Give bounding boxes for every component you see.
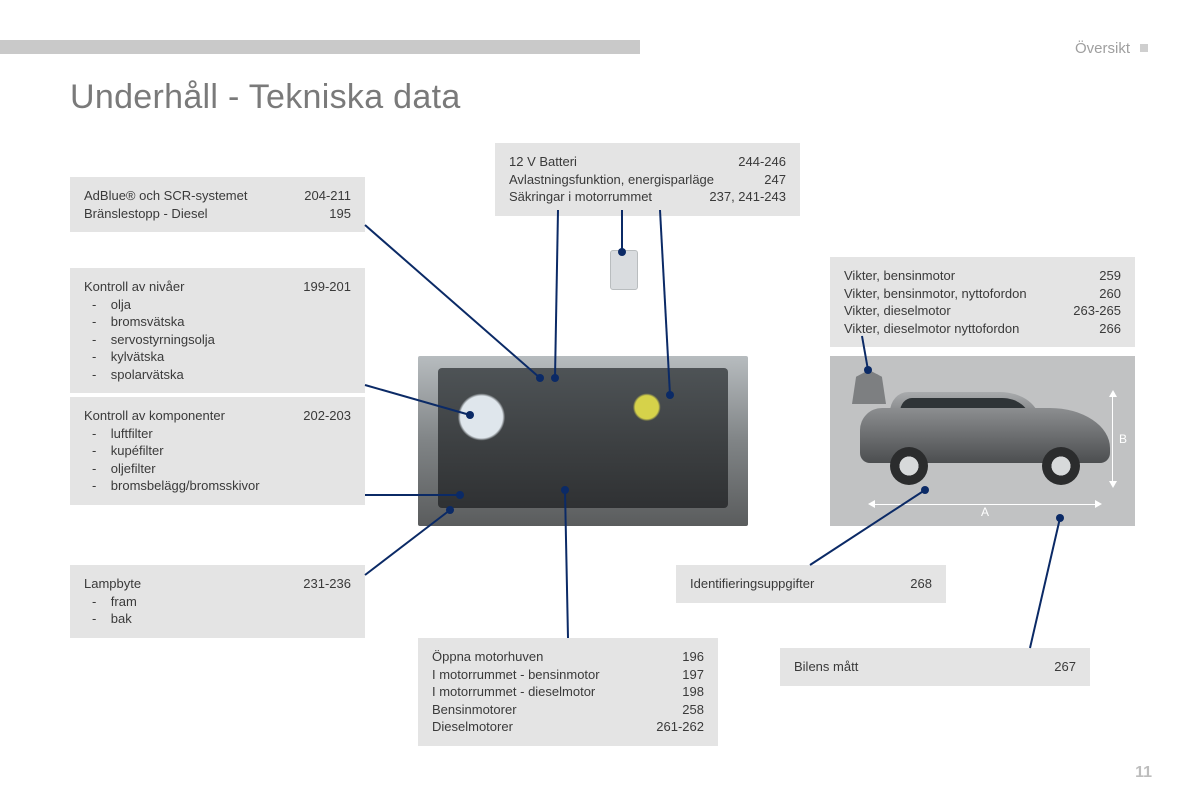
pages: 263-265 bbox=[1065, 302, 1121, 320]
pages: 261-262 bbox=[648, 718, 704, 736]
sub-item: - kylvätska bbox=[92, 348, 351, 366]
box-nivåer: Kontroll av nivåer 199-201 - olja - broms… bbox=[70, 268, 365, 393]
pages: 259 bbox=[1091, 267, 1121, 285]
pages: 195 bbox=[321, 205, 351, 223]
label: I motorrummet - dieselmotor bbox=[432, 683, 595, 701]
page-number: 11 bbox=[1135, 764, 1152, 782]
label: Kontroll av nivåer bbox=[84, 278, 184, 296]
sub-item: - luftfilter bbox=[92, 425, 351, 443]
label: Öppna motorhuven bbox=[432, 648, 543, 666]
pages: 231-236 bbox=[295, 575, 351, 593]
box-adblue: AdBlue® och SCR-systemet 204-211 Bränsles… bbox=[70, 177, 365, 232]
pages: 199-201 bbox=[295, 278, 351, 296]
header-bar bbox=[0, 40, 640, 54]
box-motor: Öppna motorhuven 196 I motorrummet - bens… bbox=[418, 638, 718, 746]
box-mått: Bilens mått 267 bbox=[780, 648, 1090, 686]
pages: 247 bbox=[756, 171, 786, 189]
label: 12 V Batteri bbox=[509, 153, 577, 171]
label: Dieselmotorer bbox=[432, 718, 513, 736]
sub-item: - bromsbelägg/bromsskivor bbox=[92, 477, 351, 495]
label: Bilens mått bbox=[794, 658, 858, 676]
page-title: Underhåll - Tekniska data bbox=[70, 78, 461, 117]
pages: 204-211 bbox=[296, 187, 351, 205]
label: Vikter, bensinmotor, nyttofordon bbox=[844, 285, 1027, 303]
pages: 266 bbox=[1091, 320, 1121, 338]
box-batteri: 12 V Batteri 244-246 Avlastningsfunktion,… bbox=[495, 143, 800, 216]
label: Lampbyte bbox=[84, 575, 141, 593]
pages: 260 bbox=[1091, 285, 1121, 303]
label: I motorrummet - bensinmotor bbox=[432, 666, 600, 684]
label: Bränslestopp - Diesel bbox=[84, 205, 208, 223]
dimension-B-label: B bbox=[1112, 392, 1126, 486]
pages: 267 bbox=[1046, 658, 1076, 676]
sub-item: - servostyrningsolja bbox=[92, 331, 351, 349]
engine-bay-image bbox=[418, 356, 748, 526]
box-komponenter: Kontroll av komponenter 202-203 - luftfil… bbox=[70, 397, 365, 505]
box-vikter: Vikter, bensinmotor 259 Vikter, bensinmot… bbox=[830, 257, 1135, 347]
box-ident: Identifieringsuppgifter 268 bbox=[676, 565, 946, 603]
sub-item: - spolarvätska bbox=[92, 366, 351, 384]
pages: 244-246 bbox=[730, 153, 786, 171]
label: Vikter, dieselmotor bbox=[844, 302, 951, 320]
dimension-A-label: A bbox=[870, 504, 1100, 518]
sub-item: - kupéfilter bbox=[92, 442, 351, 460]
label: Vikter, bensinmotor bbox=[844, 267, 955, 285]
label: Bensinmotorer bbox=[432, 701, 517, 719]
pages: 197 bbox=[674, 666, 704, 684]
sub-item: - bromsvätska bbox=[92, 313, 351, 331]
label: Avlastningsfunktion, energisparläge bbox=[509, 171, 714, 189]
box-lampbyte: Lampbyte 231-236 - fram - bak bbox=[70, 565, 365, 638]
label: Säkringar i motorrummet bbox=[509, 188, 652, 206]
label: Identifieringsuppgifter bbox=[690, 575, 814, 593]
label: Vikter, dieselmotor nyttofordon bbox=[844, 320, 1019, 338]
sub-item: - fram bbox=[92, 593, 351, 611]
pages: 258 bbox=[674, 701, 704, 719]
section-label: Översikt bbox=[1075, 40, 1130, 57]
pages: 196 bbox=[674, 648, 704, 666]
pages: 268 bbox=[902, 575, 932, 593]
pages: 198 bbox=[674, 683, 704, 701]
sub-item: - bak bbox=[92, 610, 351, 628]
label: AdBlue® och SCR-systemet bbox=[84, 187, 247, 205]
car-silhouette bbox=[860, 390, 1110, 485]
control-unit-image bbox=[610, 250, 638, 290]
pages: 202-203 bbox=[295, 407, 351, 425]
sub-item: - oljefilter bbox=[92, 460, 351, 478]
pages: 237, 241-243 bbox=[701, 188, 786, 206]
section-marker bbox=[1140, 44, 1148, 52]
sub-item: - olja bbox=[92, 296, 351, 314]
label: Kontroll av komponenter bbox=[84, 407, 225, 425]
